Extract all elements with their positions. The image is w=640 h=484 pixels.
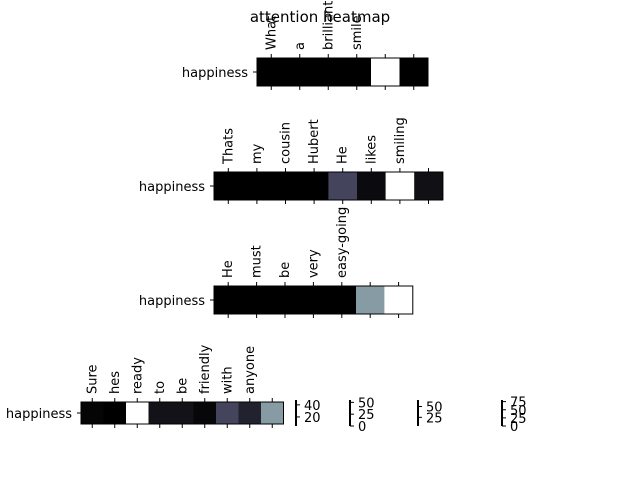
token-label: with bbox=[220, 366, 235, 394]
row-label: happiness bbox=[6, 407, 72, 422]
colorbar-tick-label: 20 bbox=[304, 411, 321, 426]
token-label: to bbox=[153, 381, 168, 394]
colorbar-tick-label: 0 bbox=[358, 420, 366, 435]
colorbar-tick-label: 50 bbox=[426, 401, 443, 416]
token-label: a bbox=[293, 42, 308, 50]
token-label: ready bbox=[130, 357, 145, 394]
heatmap-panel-3: He must be very easy-going happiness bbox=[139, 207, 414, 318]
heatmap-cell bbox=[214, 172, 244, 200]
colorbar-tick-label: 50 bbox=[358, 396, 375, 411]
heatmap-cell bbox=[299, 286, 329, 314]
colorbar-tick-label: 25 bbox=[358, 408, 375, 423]
heatmap-cell bbox=[285, 58, 315, 86]
heatmap-cell bbox=[261, 402, 284, 424]
token-label: He bbox=[336, 146, 351, 164]
token-label: Sure bbox=[85, 364, 100, 394]
colorbar-tick-label: 0 bbox=[510, 420, 518, 435]
token-label: hes bbox=[108, 371, 123, 394]
token-label: Hubert bbox=[307, 119, 322, 164]
row-label: happiness bbox=[139, 294, 205, 309]
heatmap-panel-2: Thats my cousin Hubert He likes smiling happine… bbox=[139, 117, 444, 204]
colorbar-tick-label: 25 bbox=[426, 411, 443, 426]
token-label: cousin bbox=[279, 122, 294, 164]
heatmap-cell bbox=[238, 402, 262, 424]
heatmap-cell bbox=[148, 402, 172, 424]
heatmap-panel-1: What a brilliant smile happiness bbox=[182, 1, 429, 90]
heatmap-cell bbox=[327, 286, 357, 314]
heatmap-cell bbox=[356, 286, 385, 314]
heatmap-cell bbox=[216, 402, 239, 424]
heatmap-cell bbox=[242, 172, 272, 200]
chart-title: attention heatmap bbox=[250, 8, 390, 26]
token-label: very bbox=[306, 249, 321, 278]
heatmap-panels: What a brilliant smile happiness Thats my cousi… bbox=[6, 1, 444, 428]
heatmap-cell bbox=[414, 172, 444, 200]
heatmap-cell bbox=[257, 58, 286, 86]
row-label: happiness bbox=[182, 66, 248, 81]
heatmap-cell bbox=[299, 172, 329, 200]
token-label: must bbox=[250, 245, 265, 278]
heatmap-cell bbox=[171, 402, 194, 424]
heatmap-panel-4: Sure hes ready to be friendly with anyone happin… bbox=[6, 344, 284, 428]
token-label: What bbox=[264, 16, 279, 50]
token-label: anyone bbox=[243, 346, 258, 394]
token-label: smiling bbox=[393, 117, 408, 164]
heatmap-cell bbox=[193, 402, 217, 424]
token-label: be bbox=[175, 378, 190, 394]
colorbar-tick-label: 75 bbox=[510, 396, 527, 411]
token-label: smile bbox=[350, 15, 365, 50]
heatmap-cell bbox=[81, 402, 104, 424]
token-label: Thats bbox=[221, 128, 236, 165]
token-label: brilliant bbox=[321, 1, 336, 50]
row-label: happiness bbox=[139, 180, 205, 195]
heatmap-cell bbox=[342, 58, 372, 86]
colorbar-tick-label: 50 bbox=[510, 404, 527, 419]
heatmap-cell bbox=[242, 286, 272, 314]
heatmap-cell bbox=[314, 58, 343, 86]
heatmap-cell bbox=[384, 286, 414, 314]
heatmap-cell bbox=[385, 172, 415, 200]
token-label: likes bbox=[364, 135, 379, 164]
heatmap-cell bbox=[357, 172, 387, 200]
heatmap-cell bbox=[270, 286, 300, 314]
token-label: friendly bbox=[198, 344, 213, 394]
heatmap-cell bbox=[103, 402, 127, 424]
heatmap-cell bbox=[371, 58, 400, 86]
heatmap-cell bbox=[214, 286, 243, 314]
colorbar-tick-label: 40 bbox=[304, 399, 321, 414]
colorbar-tick-label: 25 bbox=[510, 412, 527, 427]
token-label: easy-going bbox=[335, 207, 350, 278]
heatmap-cell bbox=[271, 172, 301, 200]
heatmap-cell bbox=[328, 172, 358, 200]
heatmap-cell bbox=[399, 58, 429, 86]
token-label: He bbox=[221, 260, 236, 278]
token-label: be bbox=[278, 262, 293, 278]
token-label: my bbox=[250, 143, 265, 164]
heatmap-cell bbox=[126, 402, 149, 424]
